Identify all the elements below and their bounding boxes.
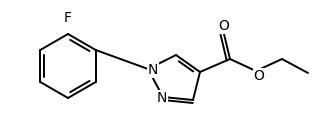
- Text: N: N: [157, 91, 167, 105]
- Text: O: O: [254, 69, 264, 83]
- Text: F: F: [64, 11, 72, 25]
- Text: N: N: [148, 63, 158, 77]
- Text: O: O: [218, 19, 230, 33]
